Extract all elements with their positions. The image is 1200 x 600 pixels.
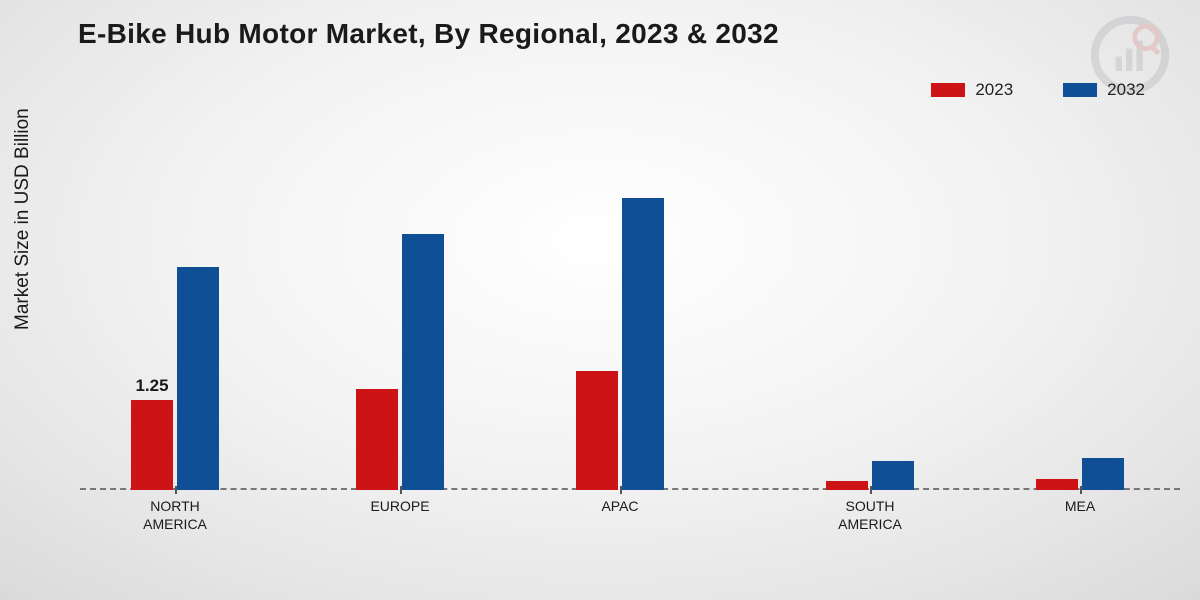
bar bbox=[576, 371, 618, 490]
plot-area: 1.25 bbox=[80, 130, 1180, 490]
chart-title: E-Bike Hub Motor Market, By Regional, 20… bbox=[78, 18, 779, 50]
bar-value-label: 1.25 bbox=[135, 376, 168, 396]
bar-group bbox=[131, 130, 219, 490]
legend-item-2023: 2023 bbox=[931, 80, 1013, 100]
x-tick bbox=[400, 486, 402, 494]
category-label: SOUTH AMERICA bbox=[838, 498, 902, 533]
legend-label: 2023 bbox=[975, 80, 1013, 100]
bar bbox=[402, 234, 444, 490]
y-axis-label: Market Size in USD Billion bbox=[12, 108, 34, 330]
legend: 2023 2032 bbox=[931, 80, 1145, 100]
legend-item-2032: 2032 bbox=[1063, 80, 1145, 100]
bar bbox=[177, 267, 219, 490]
bar-group bbox=[356, 130, 444, 490]
legend-swatch-icon bbox=[931, 83, 965, 97]
x-tick bbox=[175, 486, 177, 494]
chart-stage: E-Bike Hub Motor Market, By Regional, 20… bbox=[0, 0, 1200, 600]
bar bbox=[622, 198, 664, 490]
category-label: MEA bbox=[1065, 498, 1095, 516]
legend-swatch-icon bbox=[1063, 83, 1097, 97]
bar bbox=[872, 461, 914, 490]
x-tick bbox=[1080, 486, 1082, 494]
bar bbox=[826, 481, 868, 490]
bar bbox=[1036, 479, 1078, 490]
bar bbox=[356, 389, 398, 490]
category-label: EUROPE bbox=[370, 498, 429, 516]
bar-group bbox=[1036, 130, 1124, 490]
bar bbox=[1082, 458, 1124, 490]
bar bbox=[131, 400, 173, 490]
x-tick bbox=[620, 486, 622, 494]
legend-label: 2032 bbox=[1107, 80, 1145, 100]
bar-group bbox=[826, 130, 914, 490]
category-label: APAC bbox=[601, 498, 638, 516]
category-label: NORTH AMERICA bbox=[143, 498, 207, 533]
bar-group bbox=[576, 130, 664, 490]
x-tick bbox=[870, 486, 872, 494]
